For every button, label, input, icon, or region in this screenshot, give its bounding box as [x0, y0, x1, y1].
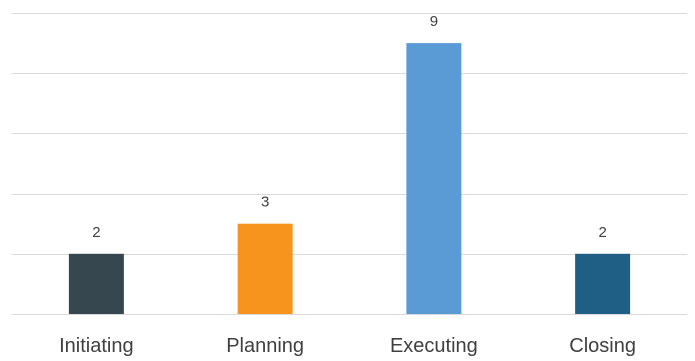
category-tick-labels: Initiating Planning Executing Closing	[59, 335, 636, 357]
data-label-closing: 2	[598, 224, 606, 241]
bar-executing	[406, 43, 461, 314]
bars	[69, 43, 630, 314]
tick-label-planning: Planning	[226, 335, 304, 357]
data-label-planning: 3	[261, 194, 269, 211]
bar-closing	[575, 254, 630, 314]
tick-label-closing: Closing	[569, 335, 636, 357]
tick-label-initiating: Initiating	[59, 335, 134, 357]
bar-planning	[238, 224, 293, 314]
data-label-executing: 9	[430, 13, 438, 30]
data-labels: 2 3 9 2	[92, 13, 607, 241]
data-label-initiating: 2	[92, 224, 100, 241]
tick-label-executing: Executing	[390, 335, 478, 357]
bar-initiating	[69, 254, 124, 314]
